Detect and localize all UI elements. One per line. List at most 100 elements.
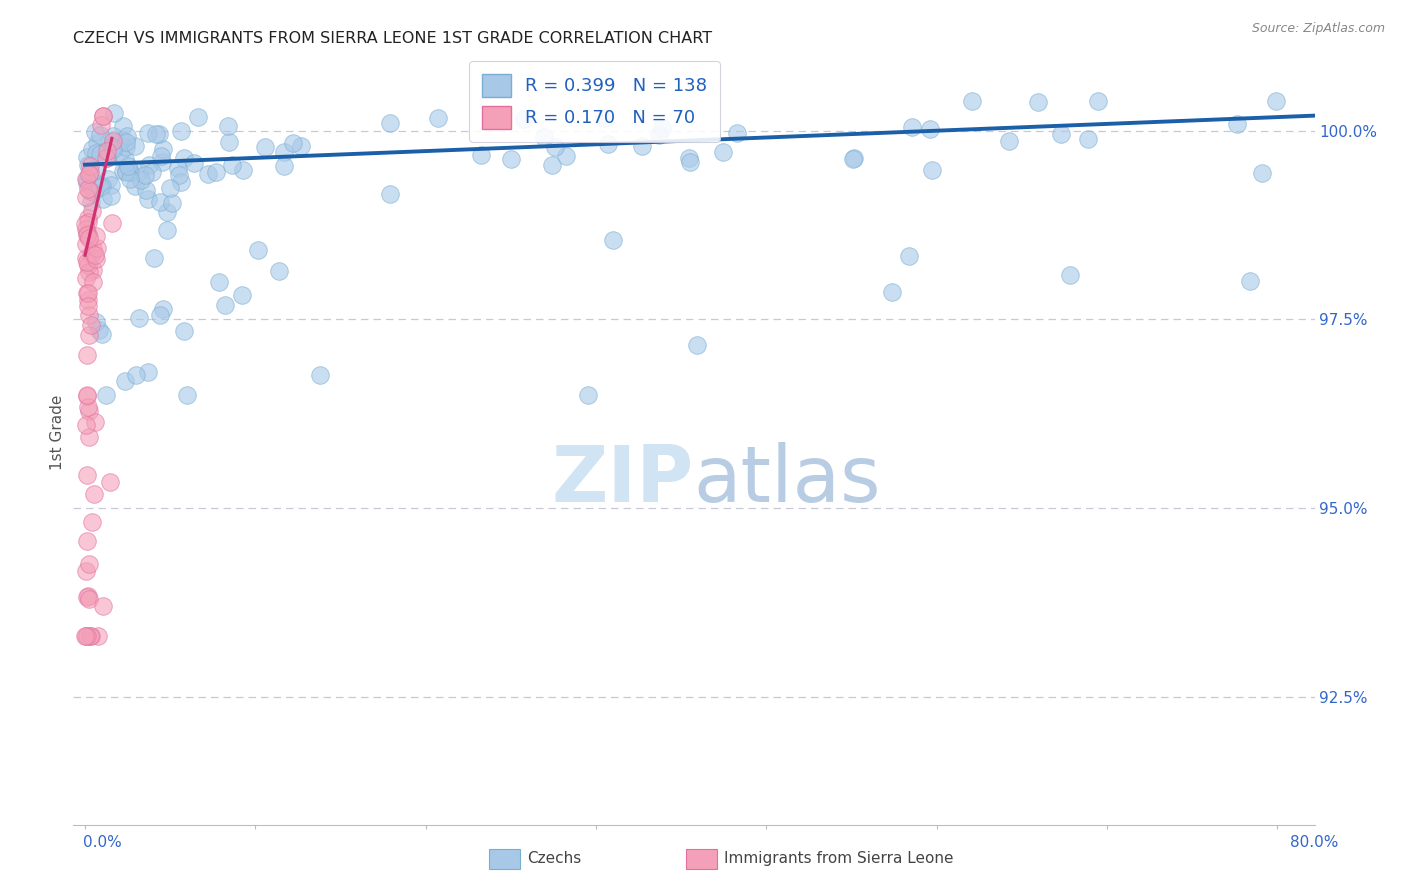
Point <box>100 188 122 202</box>
Point <box>149 308 172 322</box>
Point <box>77 158 100 172</box>
Point <box>176 388 198 402</box>
Point <box>77 265 100 279</box>
Point <box>84 248 107 262</box>
Point <box>76 388 98 402</box>
Point <box>76 533 98 548</box>
Point <box>80 203 103 218</box>
Point <box>114 165 136 179</box>
Point <box>1026 95 1049 109</box>
Point <box>86 177 108 191</box>
Point <box>162 196 184 211</box>
Point <box>98 475 121 490</box>
Point <box>141 165 163 179</box>
Point <box>145 127 167 141</box>
Point <box>900 120 922 134</box>
Point <box>82 243 104 257</box>
Point <box>76 285 98 300</box>
Point <box>273 145 295 159</box>
Point <box>76 629 98 643</box>
Point <box>83 487 105 501</box>
Point <box>114 152 136 166</box>
Point <box>86 162 108 177</box>
Point <box>108 145 131 160</box>
Point <box>149 195 172 210</box>
Point <box>89 128 111 143</box>
Point <box>80 141 103 155</box>
Point <box>83 125 105 139</box>
Point <box>111 132 134 146</box>
Point <box>156 222 179 236</box>
Point <box>134 168 156 182</box>
Point <box>79 629 101 643</box>
Point <box>89 147 111 161</box>
Point <box>86 136 108 150</box>
Point <box>596 136 619 151</box>
Text: Source: ZipAtlas.com: Source: ZipAtlas.com <box>1251 22 1385 36</box>
Point <box>120 165 142 179</box>
Point <box>76 176 98 190</box>
Point <box>273 159 295 173</box>
Y-axis label: 1st Grade: 1st Grade <box>49 395 65 470</box>
Point <box>960 94 983 108</box>
Point <box>76 348 98 362</box>
Text: CZECH VS IMMIGRANTS FROM SIERRA LEONE 1ST GRADE CORRELATION CHART: CZECH VS IMMIGRANTS FROM SIERRA LEONE 1S… <box>73 31 713 46</box>
Point <box>77 429 100 443</box>
Point <box>152 142 174 156</box>
Point <box>281 136 304 150</box>
Point <box>998 134 1021 148</box>
Point <box>533 129 555 144</box>
Point <box>80 248 103 262</box>
Point <box>115 140 138 154</box>
Point <box>75 172 97 186</box>
Point <box>150 155 173 169</box>
Point <box>117 159 139 173</box>
Point <box>80 195 103 210</box>
Point <box>76 299 98 313</box>
Point <box>111 119 134 133</box>
Point <box>170 175 193 189</box>
Point <box>101 134 124 148</box>
Point <box>77 167 100 181</box>
Point <box>544 139 567 153</box>
Point <box>111 164 134 178</box>
Point <box>91 109 114 123</box>
Point <box>267 263 290 277</box>
Point <box>1250 165 1272 179</box>
Point <box>79 159 101 173</box>
Point <box>84 228 107 243</box>
Point <box>75 217 97 231</box>
Point <box>136 126 159 140</box>
Point <box>75 564 97 578</box>
Point <box>129 173 152 187</box>
Point <box>103 128 125 143</box>
Point <box>118 165 141 179</box>
Point <box>77 182 100 196</box>
Point <box>143 252 166 266</box>
Point <box>80 246 103 260</box>
Point <box>136 365 159 379</box>
Point <box>170 124 193 138</box>
Point <box>79 557 101 571</box>
Point <box>470 147 492 161</box>
Point <box>427 112 450 126</box>
Point <box>159 180 181 194</box>
Point <box>152 301 174 316</box>
Point <box>208 275 231 289</box>
Point <box>75 271 97 285</box>
Point <box>651 121 673 136</box>
Point <box>648 128 671 142</box>
Point <box>97 134 120 148</box>
Point <box>100 216 122 230</box>
Point <box>77 592 100 607</box>
Point <box>87 629 110 643</box>
Point <box>128 164 150 178</box>
Point <box>75 629 97 643</box>
Point <box>218 135 240 149</box>
Text: 80.0%: 80.0% <box>1291 836 1339 850</box>
Point <box>173 324 195 338</box>
Point <box>77 211 100 225</box>
Point <box>247 243 270 257</box>
Point <box>631 139 654 153</box>
Point <box>541 158 564 172</box>
